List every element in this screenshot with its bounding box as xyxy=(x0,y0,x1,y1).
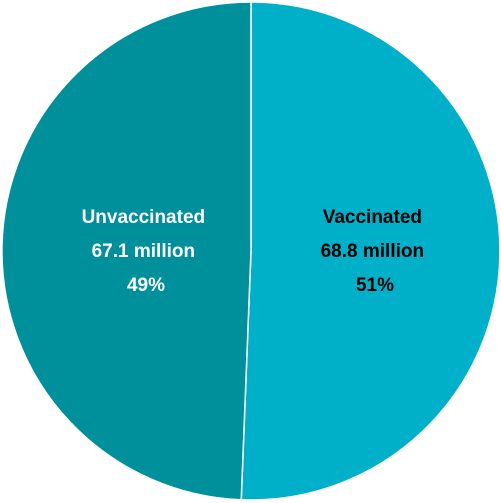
unvaccinated-percent-label: 49% xyxy=(127,275,165,296)
vaccinated-amount-label: 68.8 million xyxy=(321,241,424,262)
unvaccinated-name-label: Unvaccinated xyxy=(82,207,206,228)
vaccinated-percent-label: 51% xyxy=(356,275,394,296)
vaccinated-name-label: Vaccinated xyxy=(323,207,422,228)
unvaccinated-amount-label: 67.1 million xyxy=(92,241,195,262)
